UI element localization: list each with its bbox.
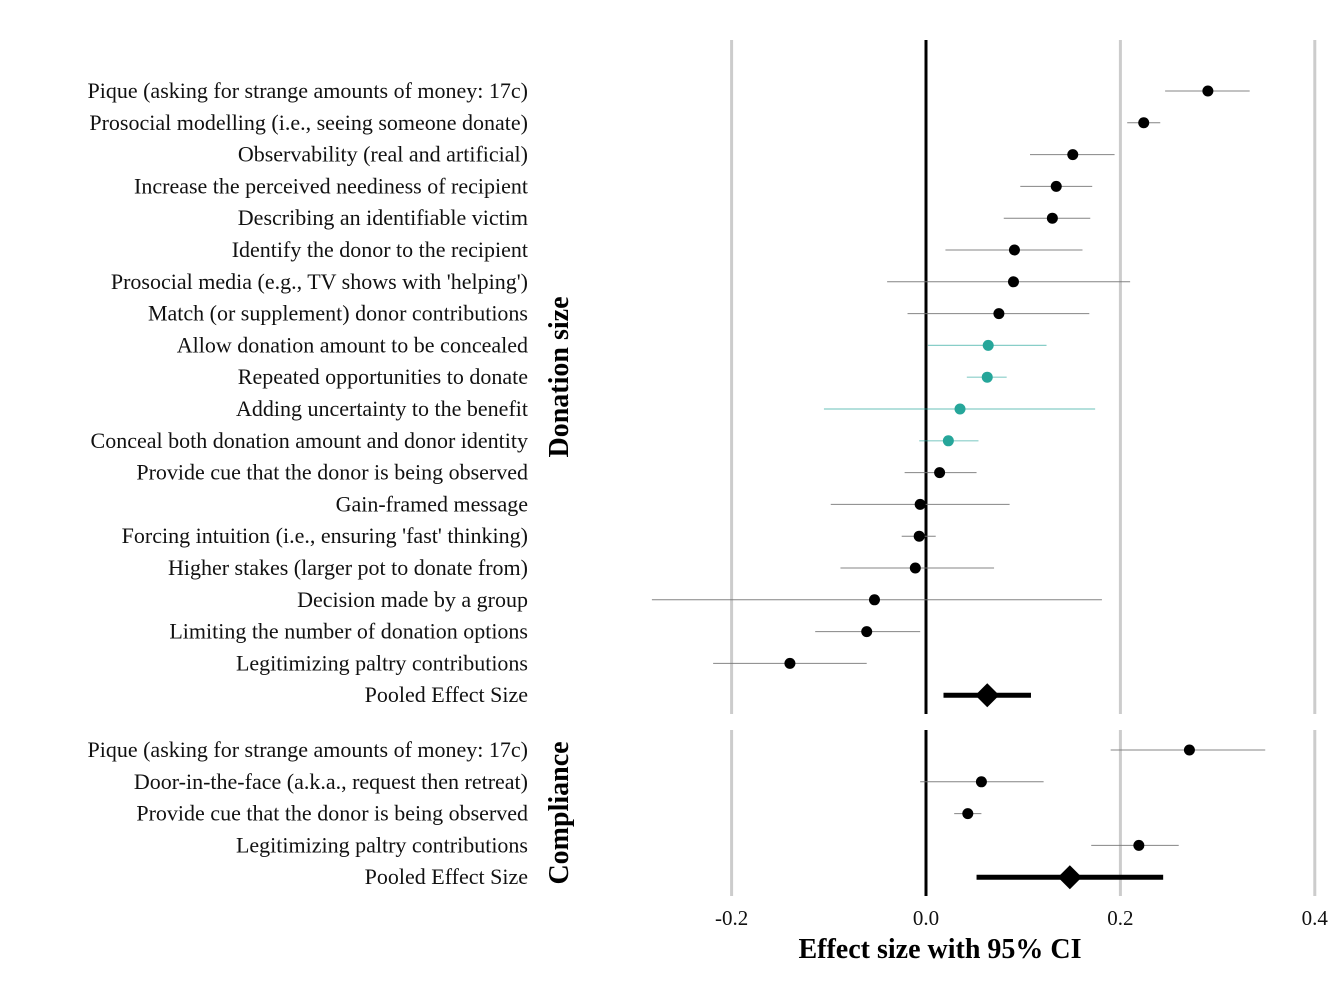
point-estimate	[1050, 180, 1062, 192]
point-estimate	[934, 467, 946, 479]
row-label: Repeated opportunities to donate	[238, 364, 528, 389]
x-tick-label: -0.2	[715, 906, 748, 930]
x-tick-label: 0.4	[1302, 906, 1329, 930]
point-estimate	[1007, 276, 1019, 288]
row-label: Prosocial modelling (i.e., seeing someon…	[89, 110, 528, 135]
point-estimate	[913, 530, 925, 542]
point-estimate	[861, 626, 873, 638]
row-label: Allow donation amount to be concealed	[177, 332, 528, 357]
point-estimate	[993, 308, 1005, 320]
point-estimate	[784, 657, 796, 669]
point-estimate	[914, 498, 926, 510]
point-estimate	[868, 594, 880, 606]
row-label: Increase the perceived neediness of reci…	[134, 173, 528, 198]
point-estimate	[1008, 244, 1020, 256]
point-estimate	[962, 808, 974, 820]
point-estimate	[1067, 149, 1079, 161]
pooled-diamond	[975, 683, 1000, 708]
row-label: Higher stakes (larger pot to donate from…	[168, 555, 528, 580]
point-estimate	[1138, 117, 1150, 129]
x-tick-label: 0.2	[1107, 906, 1133, 930]
pooled-label: Pooled Effect Size	[365, 864, 528, 889]
row-label: Pique (asking for strange amounts of mon…	[87, 737, 528, 762]
point-estimate	[942, 435, 954, 447]
row-label: Forcing intuition (i.e., ensuring 'fast'…	[122, 523, 528, 548]
point-estimate	[975, 776, 987, 788]
row-label: Conceal both donation amount and donor i…	[91, 428, 528, 453]
row-label: Legitimizing paltry contributions	[236, 650, 528, 675]
point-estimate	[1202, 85, 1214, 97]
row-label: Prosocial media (e.g., TV shows with 'he…	[111, 269, 528, 294]
point-estimate	[1046, 212, 1058, 224]
row-label: Limiting the number of donation options	[169, 619, 528, 644]
x-axis-title: Effect size with 95% CI	[798, 934, 1081, 965]
row-label: Observability (real and artificial)	[238, 142, 528, 167]
row-label: Pique (asking for strange amounts of mon…	[87, 78, 528, 103]
row-label: Describing an identifiable victim	[238, 205, 528, 230]
row-label: Decision made by a group	[297, 587, 528, 612]
row-label: Legitimizing paltry contributions	[236, 832, 528, 857]
row-label: Provide cue that the donor is being obse…	[136, 801, 528, 826]
point-estimate	[981, 371, 993, 383]
facet-label: Donation size	[544, 297, 575, 458]
row-label: Provide cue that the donor is being obse…	[136, 460, 528, 485]
x-tick-label: 0.0	[913, 906, 939, 930]
row-label: Door-in-the-face (a.k.a., request then r…	[134, 769, 528, 794]
pooled-diamond	[1057, 865, 1082, 890]
point-estimate	[982, 339, 994, 351]
row-label: Identify the donor to the recipient	[232, 237, 528, 262]
row-label: Match (or supplement) donor contribution…	[148, 301, 528, 326]
point-estimate	[1183, 744, 1195, 756]
point-estimate	[909, 562, 921, 574]
row-label: Gain-framed message	[336, 491, 528, 516]
point-estimate	[1133, 839, 1145, 851]
row-label: Adding uncertainty to the benefit	[236, 396, 528, 421]
pooled-label: Pooled Effect Size	[365, 682, 528, 707]
facet-label: Compliance	[544, 741, 575, 884]
point-estimate	[954, 403, 966, 415]
